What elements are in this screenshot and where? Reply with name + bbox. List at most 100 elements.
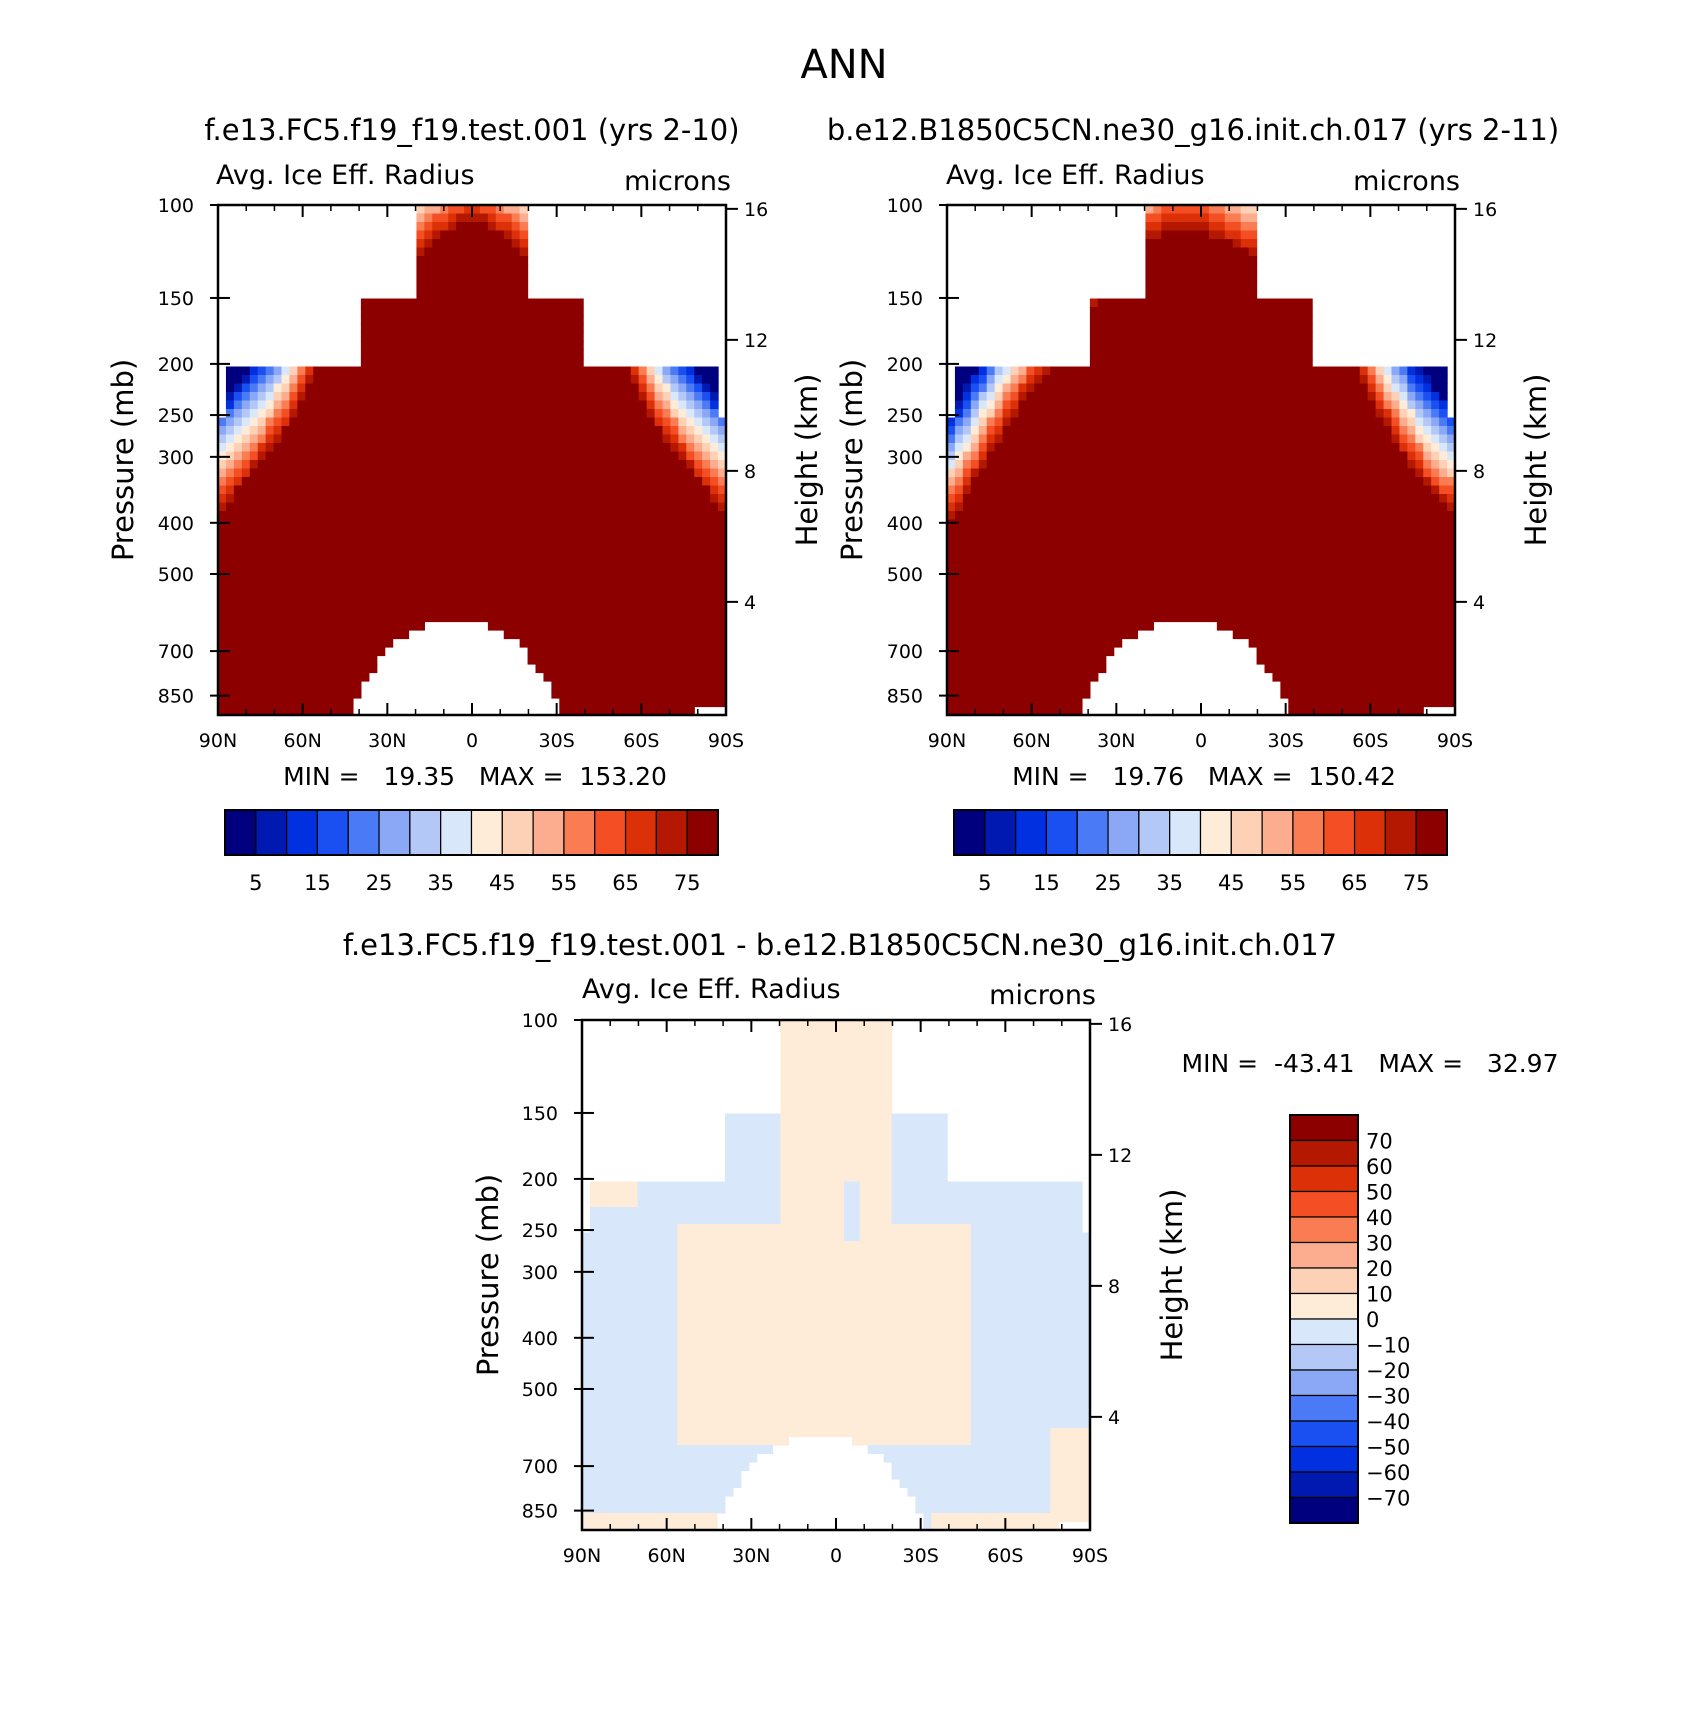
field-cell [360,638,370,648]
field-cell [305,613,314,623]
field-cell [1240,443,1250,453]
field-cell [599,689,608,699]
field-cell [503,400,513,410]
field-cell [1248,264,1258,274]
field-cell [1010,460,1020,470]
field-cell [638,477,648,487]
field-cell [392,400,402,410]
field-cell [352,434,362,444]
field-cell [1050,383,1059,393]
field-cell [376,417,386,427]
field-cell [432,494,441,504]
field-cell [630,545,640,555]
field-cell [464,545,473,555]
field-cell [1216,511,1226,521]
field-cell [1145,451,1154,461]
field-cell [543,358,552,368]
field-cell [368,579,378,589]
field-cell [464,315,473,325]
field-cell [1264,375,1274,385]
field-cell [472,239,481,249]
field-cell [1208,562,1218,572]
field-cell [1264,596,1274,606]
field-cell [978,664,988,674]
field-cell [376,332,386,342]
field-cell [487,264,497,274]
field-cell [448,443,457,453]
field-cell [622,689,632,699]
field-cell [1145,460,1154,470]
field-cell [337,638,346,648]
field-cell [1113,349,1123,359]
field-cell [1010,570,1020,580]
field-cell [519,468,529,478]
field-cell [1034,562,1043,572]
field-cell [257,400,267,410]
field-cell [710,604,719,614]
field-cell [368,324,378,334]
field-cell [297,681,306,691]
field-cell [599,477,608,487]
field-cell [1113,519,1123,529]
field-cell [432,579,441,589]
x-tick-label: 30S [539,730,575,752]
field-cell [392,519,402,529]
field-cell [384,307,394,317]
field-cell [1074,604,1083,614]
field-cell [273,366,283,376]
field-cell [1264,519,1274,529]
field-cell [479,545,489,555]
field-cell [630,553,640,563]
field-cell [472,562,481,572]
field-cell [1097,358,1107,368]
field-cell [1169,213,1178,223]
field-cell [1105,443,1115,453]
field-cell [994,460,1004,470]
field-cell [718,596,727,606]
field-cell [606,672,616,682]
field-cell [1074,596,1083,606]
field-cell [479,298,489,308]
field-cell [686,460,695,470]
field-cell [1264,655,1274,665]
field-cell [1153,596,1162,606]
field-cell [670,681,679,691]
field-cell [241,630,251,640]
field-cell [1208,579,1218,589]
field-cell [1010,409,1020,419]
field-cell [606,587,616,597]
field-cell [1058,638,1067,648]
field-cell [1224,332,1234,342]
field-cell [487,468,497,478]
field-cell [1081,468,1091,478]
field-cell [1201,443,1210,453]
field-cell [495,239,505,249]
field-cell [1256,562,1266,572]
field-cell [1137,400,1147,410]
field-cell [440,579,449,589]
field-cell [702,477,711,487]
field-cell [305,689,314,699]
field-cell [511,281,521,291]
field-cell [1185,519,1194,529]
field-cell [591,553,600,563]
field-cell [1288,672,1297,682]
field-cell [646,698,656,708]
field-cell [1248,417,1258,427]
field-cell [670,375,679,385]
field-cell [456,239,465,249]
field-cell [718,443,727,453]
field-cell [1312,562,1321,572]
field-cell [630,587,640,597]
field-cell [978,553,988,563]
field-cell [1296,358,1305,368]
field-cell [1066,460,1075,470]
field-cell [575,341,584,351]
field-cell [464,579,473,589]
field-cell [1018,392,1027,402]
field-cell [1010,434,1020,444]
field-cell [218,706,227,716]
field-cell [606,545,616,555]
field-cell [305,579,314,589]
field-cell [591,366,600,376]
